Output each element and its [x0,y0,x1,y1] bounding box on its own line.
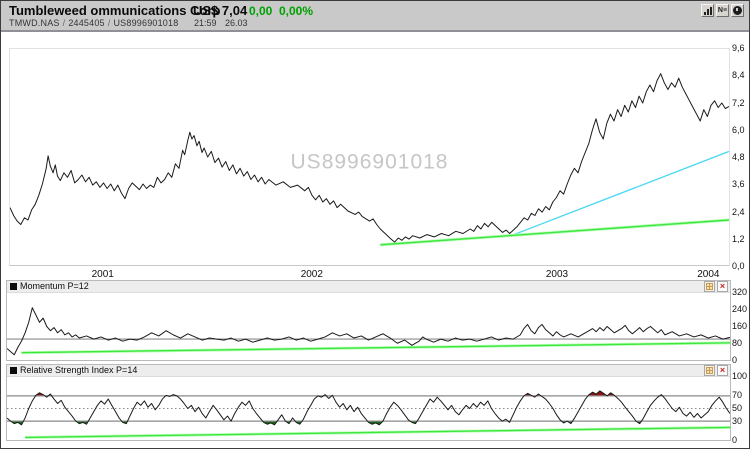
momentum-green-trendline [21,342,730,354]
rsi-panel: Relative Strength Index P=14 × 100 70 50 30… [1,364,749,448]
close-icon: × [719,365,726,375]
momentum-panel-title: Momentum P=12 [20,281,89,291]
momentum-panel: Momentum P=12 × 320 240 160 80 0 [1,280,749,365]
rsi-green-trendline [25,426,730,439]
y-axis-label: 0 [732,355,738,365]
y-axis-label: 6,0 [732,124,745,135]
news-icon: N≡ [717,7,728,14]
rsi-panel-box: Relative Strength Index P=14 × [6,364,731,441]
panel-close-button[interactable]: × [717,365,728,376]
rsi-chart-svg [7,390,730,439]
series-color-swatch [10,283,17,290]
quote-date: 26.03 [225,18,248,28]
y-axis-label: 4,8 [732,152,745,162]
x-axis-year-label: 2002 [300,269,323,280]
change-absolute: 0,00 [249,4,273,18]
clock-button[interactable] [731,4,744,17]
close-icon: × [719,281,726,291]
price-plot-area[interactable]: US8996901018 [9,48,730,266]
header-toolbar: N≡ [701,4,744,17]
y-axis-label: 9,6 [732,43,745,53]
instrument-title: Tumbleweed ommunications Corp [9,3,221,18]
grid-icon [706,283,713,290]
panel-properties-button[interactable] [704,365,715,376]
momentum-panel-toolbar: × [704,281,728,292]
y-axis-label: 70 [732,390,743,401]
y-axis-label: 0 [732,435,738,445]
cyan-trendline [510,150,729,237]
ticker-symbol: TMWD.NAS [9,18,60,28]
momentum-chart-svg [7,307,730,356]
bar-chart-icon [703,6,712,15]
panel-close-button[interactable]: × [717,281,728,292]
y-axis-label: 30 [732,415,743,426]
momentum-plot-area[interactable] [7,293,730,360]
series-color-swatch [10,367,17,374]
x-axis-year-label: 2004 [697,269,720,280]
momentum-line [7,307,730,356]
x-axis-year-label: 2001 [91,269,114,280]
quote-time: 21:59 [194,18,217,28]
y-axis-label: 320 [732,287,748,297]
isin-code: US8996901018 [113,18,179,28]
last-price: US$ 7,04 [193,3,248,18]
y-axis-label: 80 [732,338,743,348]
x-axis-year-label: 2003 [545,269,569,280]
grid-icon [706,367,713,374]
panel-properties-button[interactable] [704,281,715,292]
change-percent: 0,00% [279,4,314,18]
rsi-panel-toolbar: × [704,365,728,376]
price-chart-svg: US8996901018 [10,73,729,247]
price-chart-panel: US8996901018 9,6 8,4 7,2 6,0 4,8 3,6 2,4 1,2 0,0… [1,32,749,280]
isin-watermark: US8996901018 [291,150,449,173]
clock-icon [733,6,742,15]
chart-type-button[interactable] [701,4,714,17]
header: Tumbleweed ommunications Corp US$ 7,04 0… [1,1,749,32]
y-axis-label: 2,4 [732,206,745,217]
security-code: 2445405 [68,18,105,28]
price-line [10,73,729,243]
rsi-oversold-fill [10,421,642,425]
instrument-details: TMWD.NAS/2445405/US8996901018 [9,18,178,28]
news-button[interactable]: N≡ [716,4,729,17]
rsi-line [7,390,730,426]
momentum-panel-header: Momentum P=12 × [7,281,730,293]
green-trendline [380,219,729,246]
y-axis-label: 7,2 [732,97,745,108]
rsi-panel-header: Relative Strength Index P=14 × [7,365,730,377]
y-axis-label: 3,6 [732,179,745,190]
momentum-panel-box: Momentum P=12 × [6,280,731,361]
y-axis-label: 50 [732,403,743,413]
separator: / [107,18,111,28]
separator: / [62,18,66,28]
rsi-plot-area[interactable] [7,377,730,440]
y-axis-label: 0,0 [732,261,745,271]
y-axis-label: 100 [732,371,748,381]
y-axis-label: 1,2 [732,233,745,244]
rsi-panel-title: Relative Strength Index P=14 [20,365,138,375]
y-axis-label: 160 [732,321,748,331]
y-axis-label: 240 [732,304,748,314]
y-axis-label: 8,4 [732,70,745,81]
